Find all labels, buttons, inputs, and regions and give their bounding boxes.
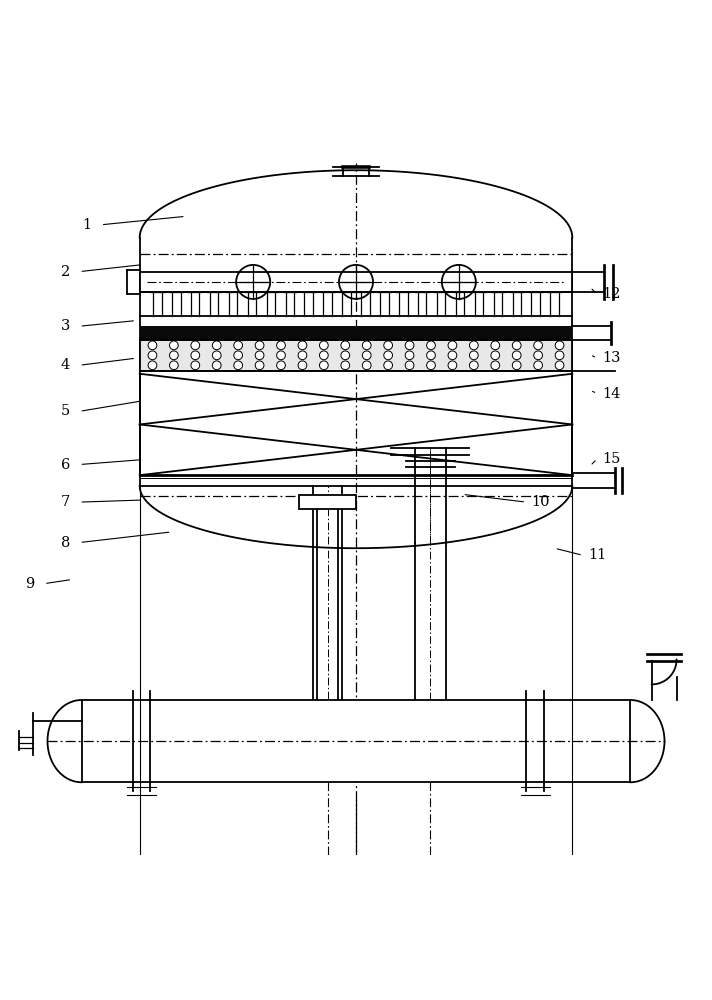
Circle shape xyxy=(320,341,328,350)
Circle shape xyxy=(534,351,543,360)
Bar xyxy=(140,340,572,371)
Circle shape xyxy=(534,341,543,350)
Circle shape xyxy=(362,341,371,350)
Circle shape xyxy=(277,351,286,360)
Text: 12: 12 xyxy=(602,287,620,301)
Circle shape xyxy=(491,341,500,350)
Circle shape xyxy=(191,351,199,360)
Circle shape xyxy=(255,341,264,350)
Circle shape xyxy=(298,351,307,360)
Circle shape xyxy=(426,341,435,350)
Text: 13: 13 xyxy=(602,351,621,365)
Circle shape xyxy=(234,361,243,370)
Circle shape xyxy=(513,341,521,350)
Text: 6: 6 xyxy=(61,458,70,472)
Circle shape xyxy=(320,351,328,360)
Circle shape xyxy=(169,361,178,370)
Circle shape xyxy=(384,341,392,350)
Circle shape xyxy=(405,341,414,350)
Circle shape xyxy=(212,341,221,350)
Circle shape xyxy=(405,361,414,370)
Circle shape xyxy=(341,351,350,360)
Circle shape xyxy=(491,361,500,370)
Circle shape xyxy=(191,361,199,370)
Bar xyxy=(82,700,630,782)
Text: 3: 3 xyxy=(61,319,70,333)
Text: 8: 8 xyxy=(61,536,70,550)
Circle shape xyxy=(384,351,392,360)
Bar xyxy=(140,326,572,340)
Circle shape xyxy=(341,361,350,370)
Text: 11: 11 xyxy=(588,548,606,562)
Circle shape xyxy=(148,341,157,350)
Circle shape xyxy=(255,361,264,370)
Circle shape xyxy=(255,351,264,360)
Circle shape xyxy=(384,361,392,370)
Circle shape xyxy=(234,341,243,350)
Circle shape xyxy=(426,351,435,360)
Circle shape xyxy=(277,341,286,350)
Circle shape xyxy=(169,341,178,350)
Circle shape xyxy=(277,361,286,370)
Text: 1: 1 xyxy=(82,218,91,232)
Text: 2: 2 xyxy=(61,265,70,279)
Circle shape xyxy=(212,351,221,360)
Circle shape xyxy=(555,351,564,360)
Circle shape xyxy=(320,361,328,370)
Circle shape xyxy=(298,361,307,370)
Circle shape xyxy=(148,361,157,370)
Circle shape xyxy=(148,351,157,360)
Text: 7: 7 xyxy=(61,495,70,509)
Circle shape xyxy=(362,351,371,360)
Circle shape xyxy=(555,341,564,350)
Circle shape xyxy=(469,341,478,350)
Circle shape xyxy=(534,361,543,370)
Text: 4: 4 xyxy=(61,358,70,372)
Circle shape xyxy=(169,351,178,360)
Bar xyxy=(140,272,572,292)
Circle shape xyxy=(191,341,199,350)
Text: 15: 15 xyxy=(602,452,620,466)
Text: 14: 14 xyxy=(602,387,620,401)
Circle shape xyxy=(448,351,457,360)
Circle shape xyxy=(426,361,435,370)
Circle shape xyxy=(513,351,521,360)
Circle shape xyxy=(405,351,414,360)
Circle shape xyxy=(469,361,478,370)
Text: 9: 9 xyxy=(25,577,34,591)
Text: 10: 10 xyxy=(531,495,550,509)
Circle shape xyxy=(491,351,500,360)
Bar xyxy=(299,495,356,509)
Circle shape xyxy=(469,351,478,360)
Circle shape xyxy=(341,341,350,350)
Text: 5: 5 xyxy=(61,404,70,418)
Circle shape xyxy=(234,351,243,360)
Circle shape xyxy=(448,341,457,350)
Circle shape xyxy=(212,361,221,370)
Circle shape xyxy=(513,361,521,370)
Circle shape xyxy=(448,361,457,370)
Circle shape xyxy=(362,361,371,370)
Circle shape xyxy=(298,341,307,350)
Circle shape xyxy=(555,361,564,370)
